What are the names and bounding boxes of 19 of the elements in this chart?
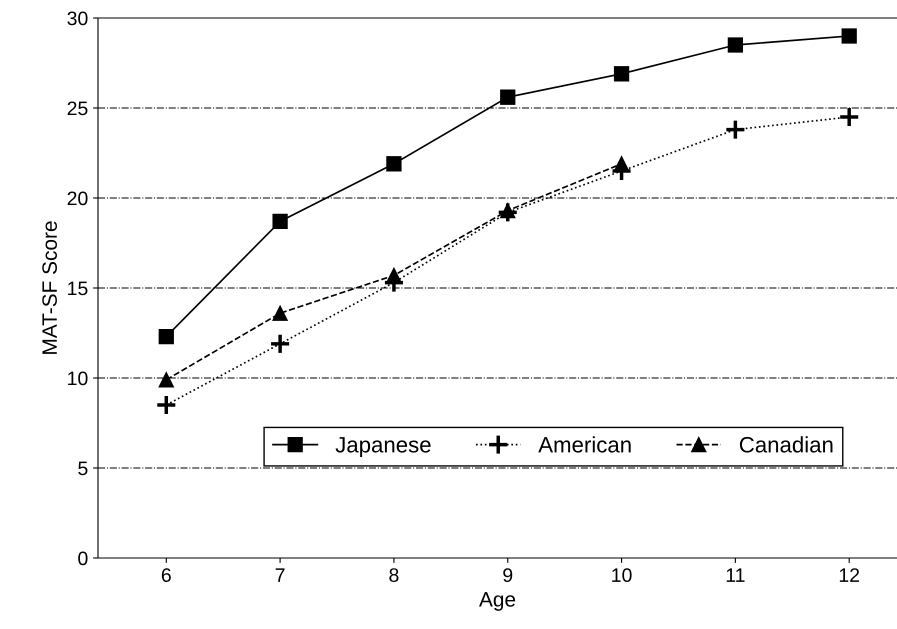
y-tick-label: 5 xyxy=(78,462,88,476)
y-tick-label: 30 xyxy=(67,11,88,26)
x-tick-label: 6 xyxy=(162,568,171,582)
x-tick-label: 7 xyxy=(276,568,285,582)
x-tick-label: 12 xyxy=(840,568,860,582)
legend-label: American xyxy=(538,436,631,453)
x-tick-label: 10 xyxy=(612,568,632,582)
x-tick-label: 11 xyxy=(726,568,745,582)
y-tick-label: 15 xyxy=(68,282,88,296)
x-tick-label: 9 xyxy=(503,568,512,582)
y-tick-label: 10 xyxy=(68,371,88,386)
x-axis-title: Age xyxy=(479,592,516,611)
y-axis-title: MAT-SF Score xyxy=(42,221,57,354)
legend-label: Japanese xyxy=(336,437,431,457)
y-tick-label: 20 xyxy=(68,191,88,206)
y-tick-label: 25 xyxy=(68,101,88,116)
legend-label: Canadian xyxy=(740,436,832,453)
x-tick-label: 8 xyxy=(389,568,398,582)
y-tick-label: 0 xyxy=(78,551,88,566)
